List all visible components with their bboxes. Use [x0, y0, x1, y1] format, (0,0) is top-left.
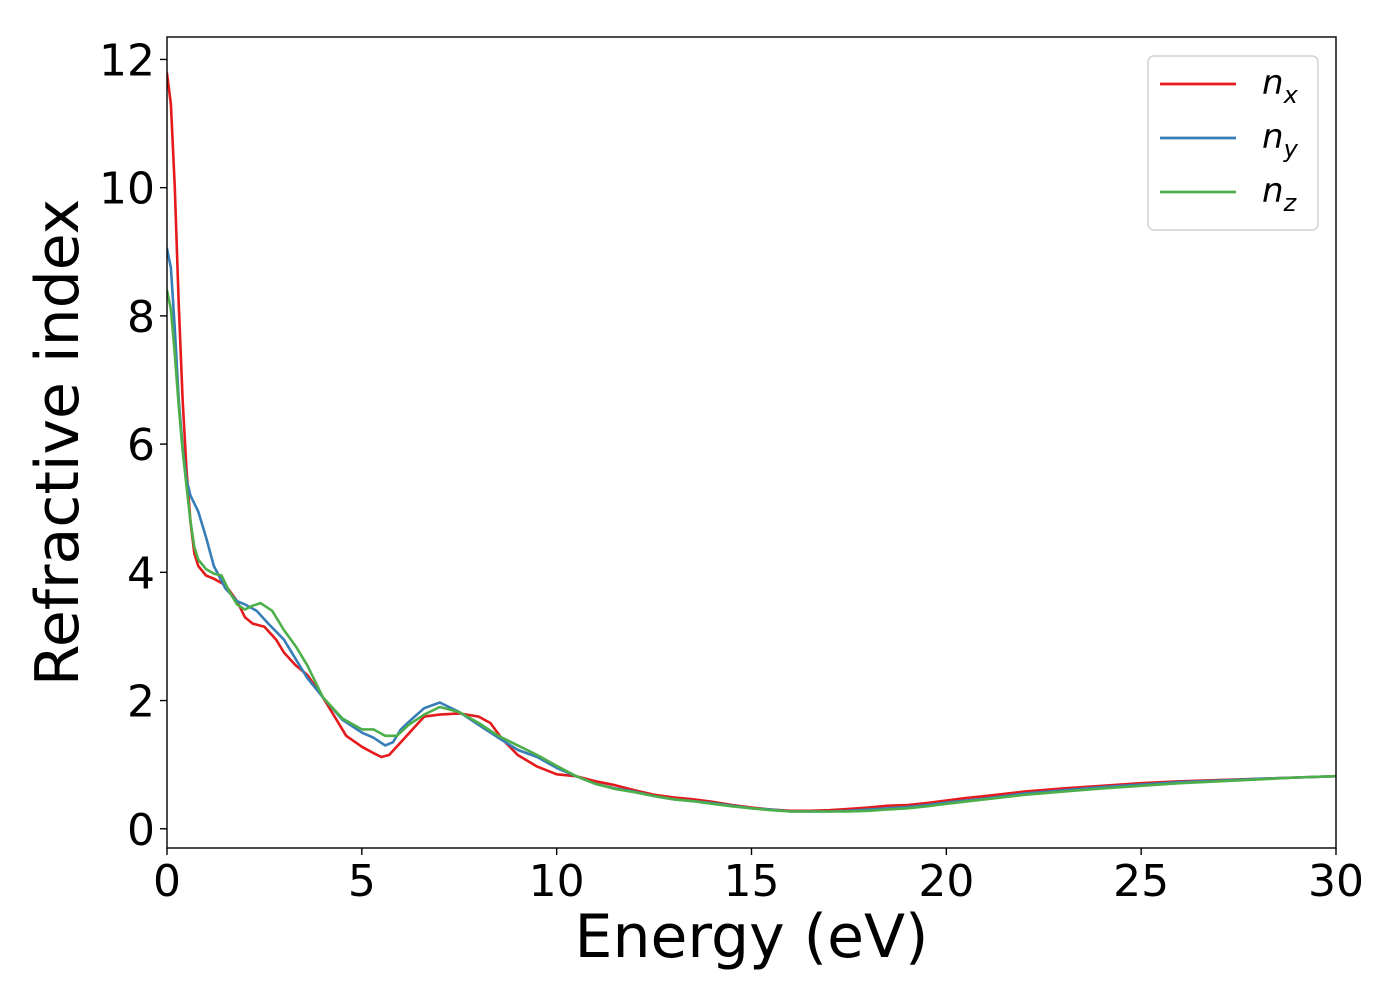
- y-tick-label: 10: [99, 164, 155, 215]
- legend-label-base: n: [1262, 171, 1284, 211]
- series-layer: [167, 72, 1336, 813]
- y-tick-label: 2: [127, 677, 155, 728]
- x-tick-label: 20: [918, 856, 974, 907]
- y-tick-label: 6: [127, 420, 155, 471]
- legend-label-nx: nx: [1262, 63, 1299, 109]
- legend-label-base: n: [1262, 63, 1284, 103]
- y-axis-label: Refractive index: [23, 199, 93, 686]
- x-tick-label: 0: [153, 856, 181, 907]
- y-tick-label: 0: [127, 805, 155, 856]
- x-tick-label: 25: [1113, 856, 1169, 907]
- x-axis-label: Energy (eV): [575, 902, 929, 972]
- x-tick-label: 30: [1308, 856, 1364, 907]
- legend-label-subscript: z: [1283, 189, 1298, 217]
- x-axis-ticks: 0 5 10 15 20 25 30: [153, 848, 1364, 907]
- legend-label-nz: nz: [1262, 171, 1298, 217]
- x-tick-label: 5: [348, 856, 376, 907]
- series-line-nz: [167, 288, 1336, 813]
- y-tick-label: 4: [127, 548, 155, 599]
- legend-label-subscript: x: [1283, 81, 1299, 109]
- legend-label-ny: ny: [1262, 117, 1299, 163]
- x-tick-label: 10: [529, 856, 585, 907]
- y-tick-label: 12: [99, 35, 155, 86]
- y-axis-ticks: 0 2 4 6 8 10 12: [99, 35, 167, 856]
- legend-label-subscript: y: [1283, 135, 1299, 163]
- legend-label-base: n: [1262, 117, 1284, 157]
- x-tick-label: 15: [724, 856, 780, 907]
- legend-box: [1147, 55, 1319, 231]
- y-tick-label: 8: [127, 292, 155, 343]
